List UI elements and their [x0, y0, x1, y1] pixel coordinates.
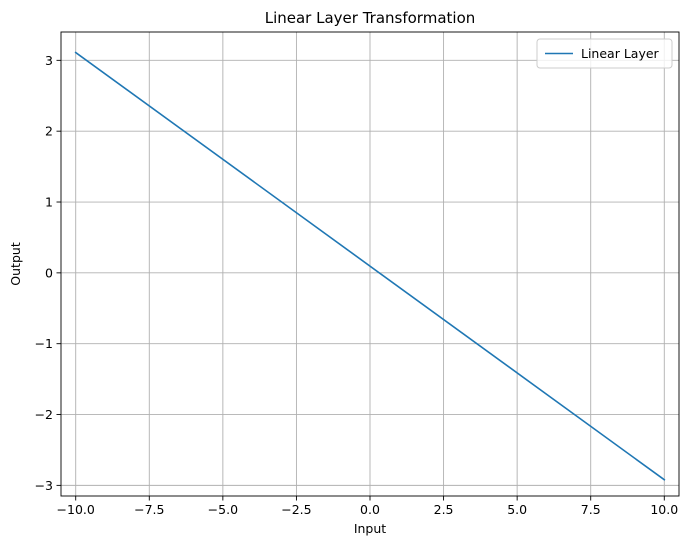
y-tick-label: 2: [45, 124, 53, 139]
y-tick-label: 3: [45, 53, 53, 68]
y-tick-label: −2: [35, 407, 53, 422]
x-tick-label: −2.5: [281, 502, 311, 517]
y-axis-label: Output: [8, 242, 23, 286]
series-layer: [74, 51, 666, 481]
grid: [61, 32, 679, 496]
x-tick-label: −10.0: [57, 502, 95, 517]
legend: Linear Layer: [536, 38, 673, 69]
x-tick-label: 5.0: [507, 502, 527, 517]
x-axis-label: Input: [354, 521, 386, 536]
legend-box: [536, 38, 673, 69]
series-line-linear-layer: [74, 51, 666, 481]
x-tick-label: 7.5: [581, 502, 601, 517]
x-tick-label: 10.0: [650, 502, 678, 517]
x-tick-label: 0.0: [360, 502, 380, 517]
y-tick-label: −1: [35, 336, 53, 351]
x-tick-label: −7.5: [134, 502, 164, 517]
y-tick-label: −3: [35, 478, 53, 493]
y-tick-label: 0: [45, 265, 53, 280]
y-tick-label: 1: [45, 195, 53, 210]
x-tick-label: 2.5: [434, 502, 454, 517]
y-axis-ticks: −3 −2 −1 0 1 2 3: [35, 53, 61, 493]
chart-title: Linear Layer Transformation: [265, 9, 476, 27]
legend-label-linear-layer: Linear Layer: [581, 46, 660, 61]
x-axis-ticks: −10.0 −7.5 −5.0 −2.5 0.0 2.5 5.0 7.5 10.0: [57, 496, 678, 517]
x-tick-label: −5.0: [208, 502, 238, 517]
